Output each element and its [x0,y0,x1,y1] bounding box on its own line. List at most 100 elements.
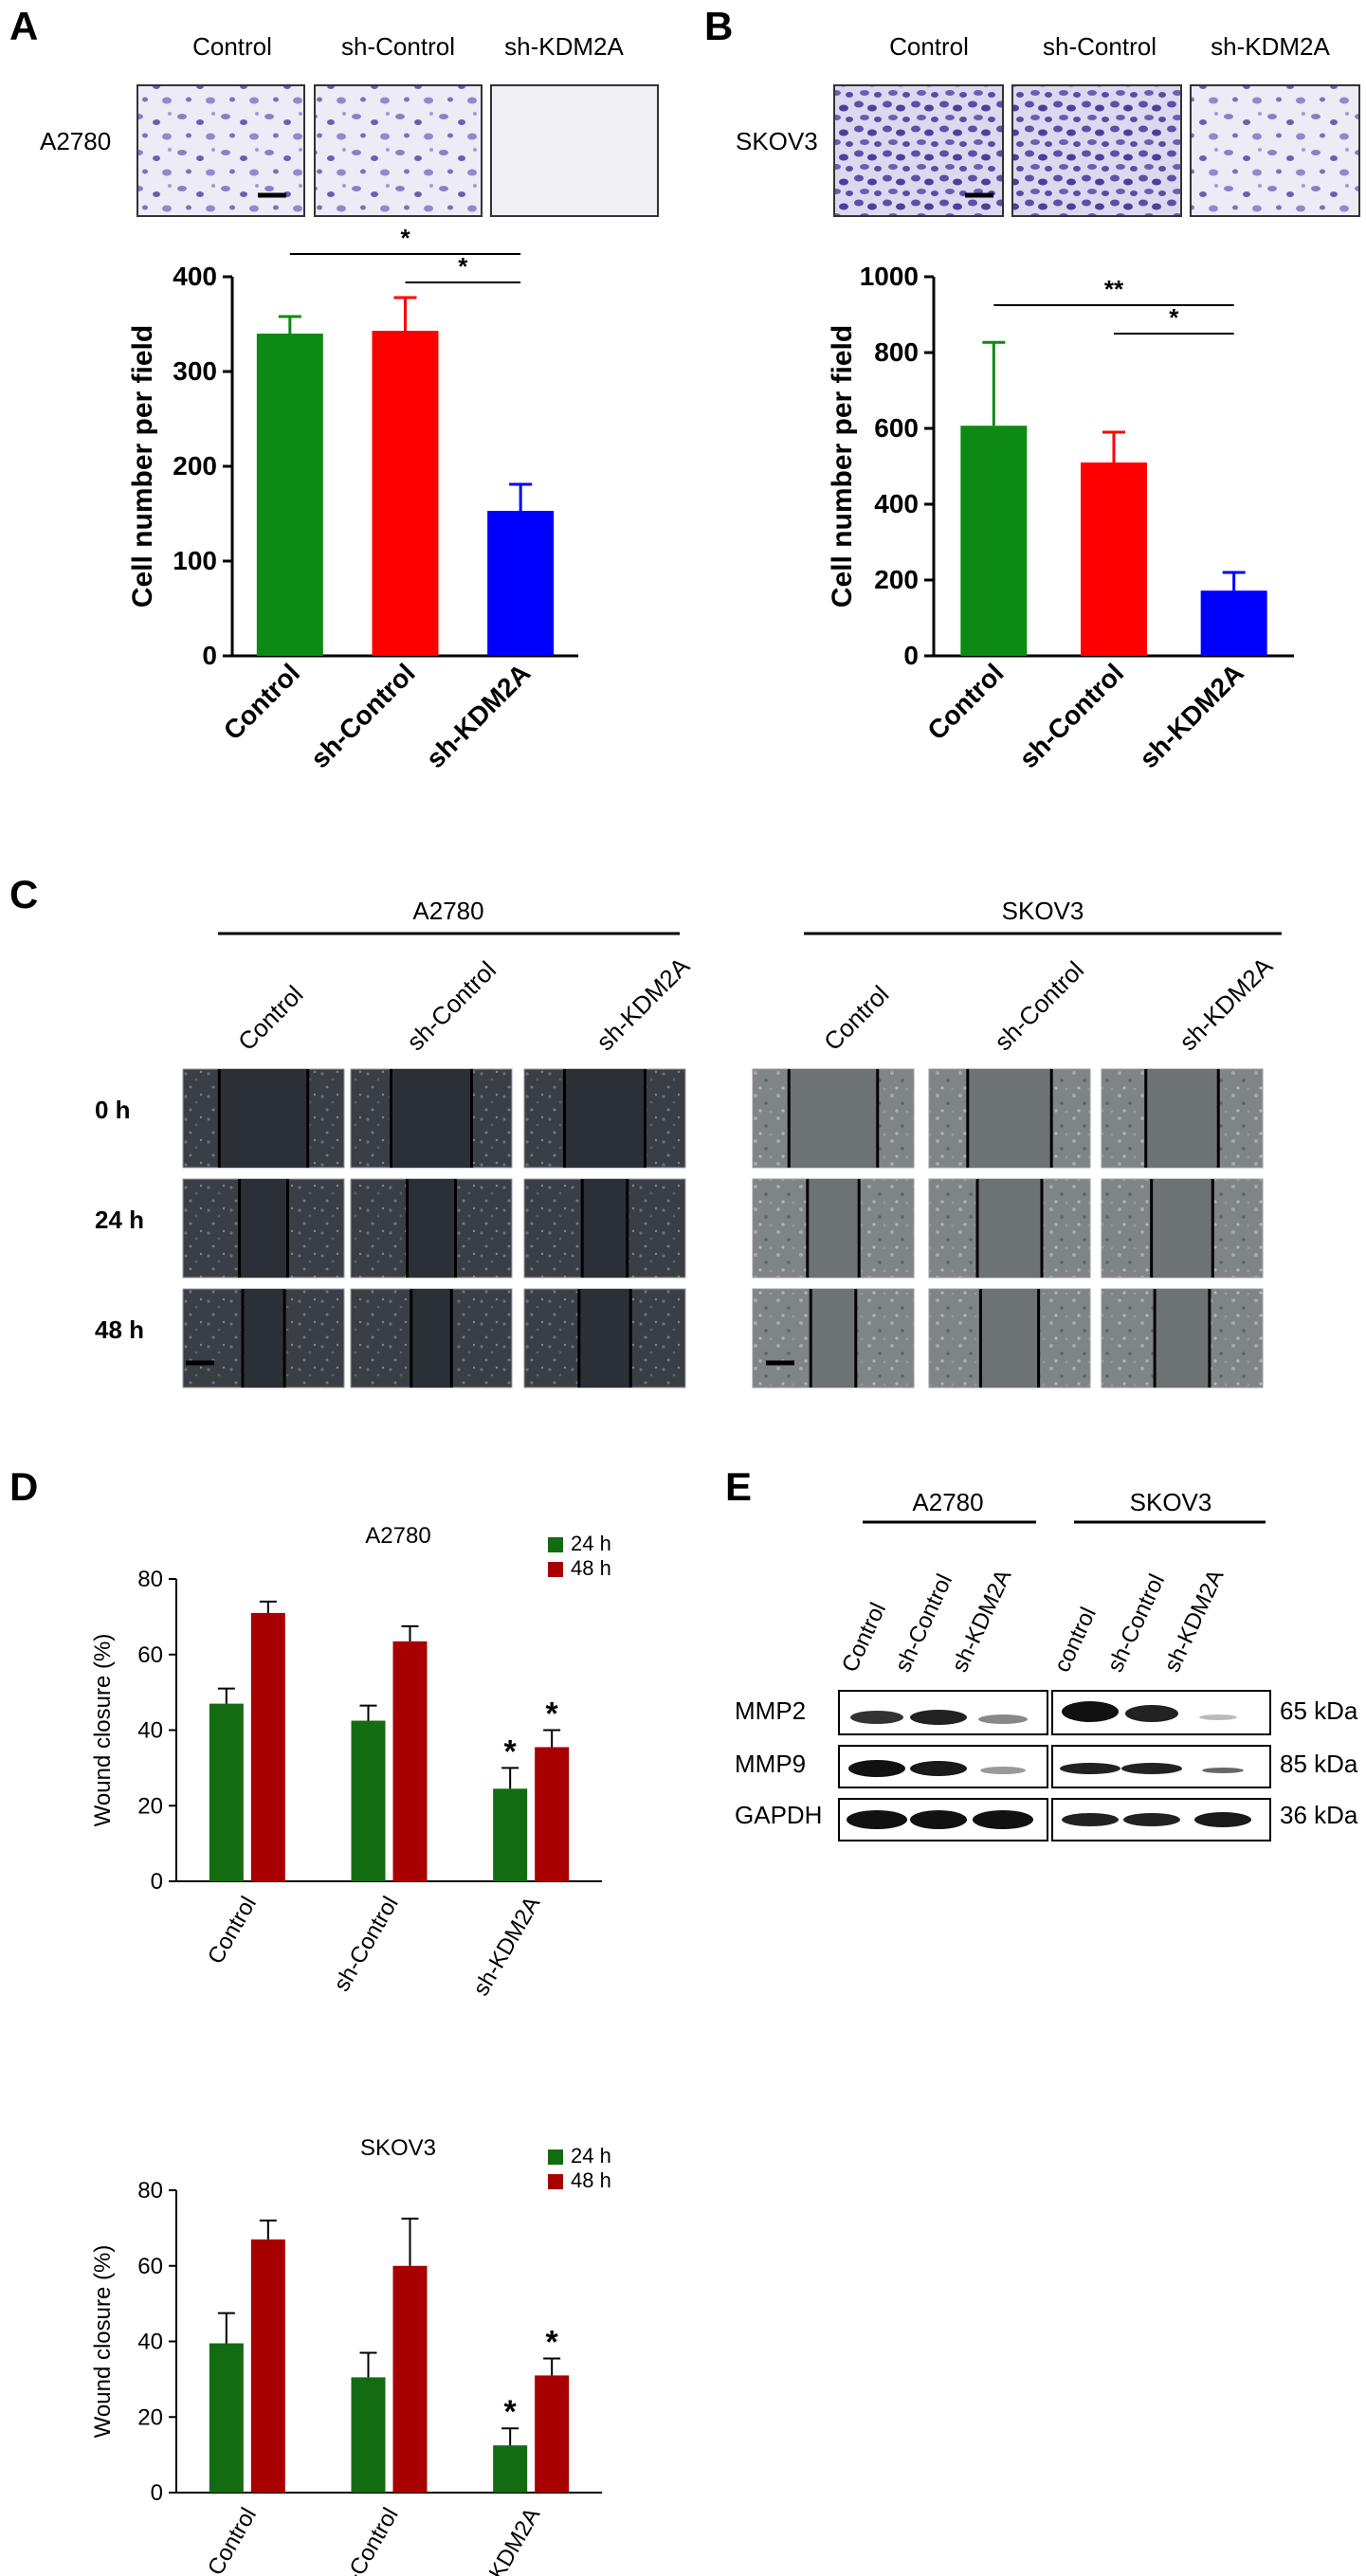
y-tick-label: 400 [874,489,919,518]
x-tick-label: sh-Control [329,2504,404,2576]
panel-e-size-65: 65 kDa [1280,1696,1358,1725]
y-axis-label: Cell number per field [827,325,858,608]
band-skov3-mmp9-1 [1121,1763,1182,1774]
panel-b-images: SKOV3 Control sh-Control sh-KDM2A [736,32,1360,217]
x-tick-label: sh-Control [1013,658,1129,773]
panel-label-d: D [9,1464,38,1509]
significance-star: * [400,224,410,252]
panel-e-lane-skov3-2: sh-KDM2A [1159,1566,1229,1677]
bar [256,334,323,656]
legend-label: 48 h [571,2168,611,2192]
panel-e-lane-a2780-1: sh-Control [890,1570,957,1677]
x-tick-label: Control [203,2504,262,2576]
y-axis-label: Wound closure (%) [90,2245,116,2439]
y-axis-label: Wound closure (%) [90,1634,116,1827]
panel-label-b: B [704,4,733,48]
band-a2780-mmp9-2 [980,1767,1026,1774]
panel-e-lane-a2780-0: Control [837,1599,891,1677]
panel-e-size-36: 36 kDa [1280,1801,1358,1829]
band-a2780-mmp2-0 [850,1711,903,1724]
panel-e-protein-mmp2: MMP2 [735,1696,806,1725]
panel-e-lane-skov3-1: sh-Control [1102,1570,1170,1677]
bar [487,511,555,656]
panel-e-western-blot: A2780 SKOV3 Control sh-Control sh-KDM2A … [735,1488,1358,1841]
bar [392,2265,428,2493]
panel-c-time-1: 24 h [95,1206,144,1234]
panel-b-image-label-0: Control [889,32,969,61]
wound-a2780-sh-control-row-1 [350,1178,513,1279]
band-a2780-mmp9-1 [910,1761,967,1776]
wound-skov3-sh-kdm2a-row-0 [1101,1068,1264,1169]
panel-e-protein-gapdh: GAPDH [735,1801,822,1829]
band-a2780-mmp9-0 [848,1760,905,1777]
x-tick-label: sh-Control [329,1893,404,1996]
y-tick-label: 80 [137,2178,163,2204]
panel-e-size-85: 85 kDa [1280,1750,1358,1778]
y-tick-label: 300 [173,356,217,386]
panel-a-micrograph-sh-control [314,84,483,217]
band-skov3-mmp9-0 [1060,1763,1120,1774]
wound-a2780-sh-control-row-0 [350,1068,513,1169]
panel-c-micrograph-grid [182,1068,1264,1388]
y-tick-label: 100 [173,546,217,575]
legend-swatch [548,2150,563,2165]
x-tick-label: sh-Control [305,658,421,773]
panel-b-micrograph-sh-kdm2a [1190,84,1360,217]
y-tick-label: 60 [137,1642,163,1668]
legend-swatch [548,2174,563,2189]
panel-c-col-skov3-2: sh-KDM2A [1174,952,1279,1057]
bar [392,1641,428,1881]
panel-e-a2780-label: A2780 [912,1488,983,1516]
y-tick-label: 40 [137,2330,163,2355]
band-a2780-gapdh-1 [910,1810,967,1829]
bar [351,2377,386,2493]
band-a2780-mmp2-2 [978,1714,1028,1724]
bar [1081,463,1147,656]
wound-a2780-sh-kdm2a-row-1 [523,1178,686,1279]
chart-b: 0 200 400 600 800 1000 Cell number per field Co… [827,262,1294,773]
legend-swatch [548,1562,563,1577]
y-tick-label: 800 [874,337,919,367]
y-tick-label: 0 [202,641,217,670]
y-tick-label: 80 [137,1567,163,1592]
panel-c-col-skov3-0: Control [818,980,894,1056]
panel-c-a2780-label: A2780 [412,897,483,925]
significance-star: * [504,2394,518,2430]
wound-skov3-control-row-2 [752,1288,915,1388]
panel-e-lane-a2780-2: sh-KDM2A [947,1566,1017,1677]
panel-b-cell-line: SKOV3 [736,127,818,155]
significance-star: * [546,2324,559,2360]
band-skov3-mmp2-0 [1062,1701,1119,1722]
wound-skov3-sh-kdm2a-row-1 [1101,1178,1264,1279]
band-skov3-gapdh-0 [1062,1813,1119,1826]
wound-skov3-sh-kdm2a-row-2 [1101,1288,1264,1388]
panel-b-micrograph-sh-control [1011,84,1182,217]
x-tick-label: sh-KDM2A [468,1893,545,2001]
bar [250,1612,285,1881]
wound-a2780-sh-kdm2a-row-0 [523,1068,686,1169]
panel-c-time-2: 48 h [95,1315,144,1344]
panel-label-c: C [9,872,38,916]
bar [1200,590,1267,656]
x-tick-label: Control [203,1893,262,1969]
panel-a-cell-line: A2780 [40,127,111,155]
panel-a-image-label-1: sh-Control [341,32,455,61]
legend-label: 24 h [571,1532,611,1555]
bar [250,2239,285,2493]
legend-label: 24 h [571,2144,611,2168]
y-tick-label: 60 [137,2254,163,2279]
wound-a2780-sh-kdm2a-row-2 [523,1288,686,1388]
band-a2780-gapdh-0 [847,1810,907,1829]
x-tick-label: sh-KDM2A [1134,658,1249,773]
panel-a-images: A2780 Control sh-Control sh-KDM2A [40,32,659,217]
bar [372,331,439,656]
chart-a: 0 100 200 300 400 Cell number per field Contro… [127,224,578,773]
bar [535,2375,570,2493]
y-tick-label: 20 [137,1793,163,1819]
bar [209,1703,244,1881]
panel-e-protein-mmp9: MMP9 [735,1750,806,1778]
wound-skov3-sh-control-row-0 [928,1068,1091,1169]
wound-skov3-control-row-0 [752,1068,915,1169]
y-tick-label: 40 [137,1718,163,1744]
x-tick-label: Control [921,658,1009,745]
